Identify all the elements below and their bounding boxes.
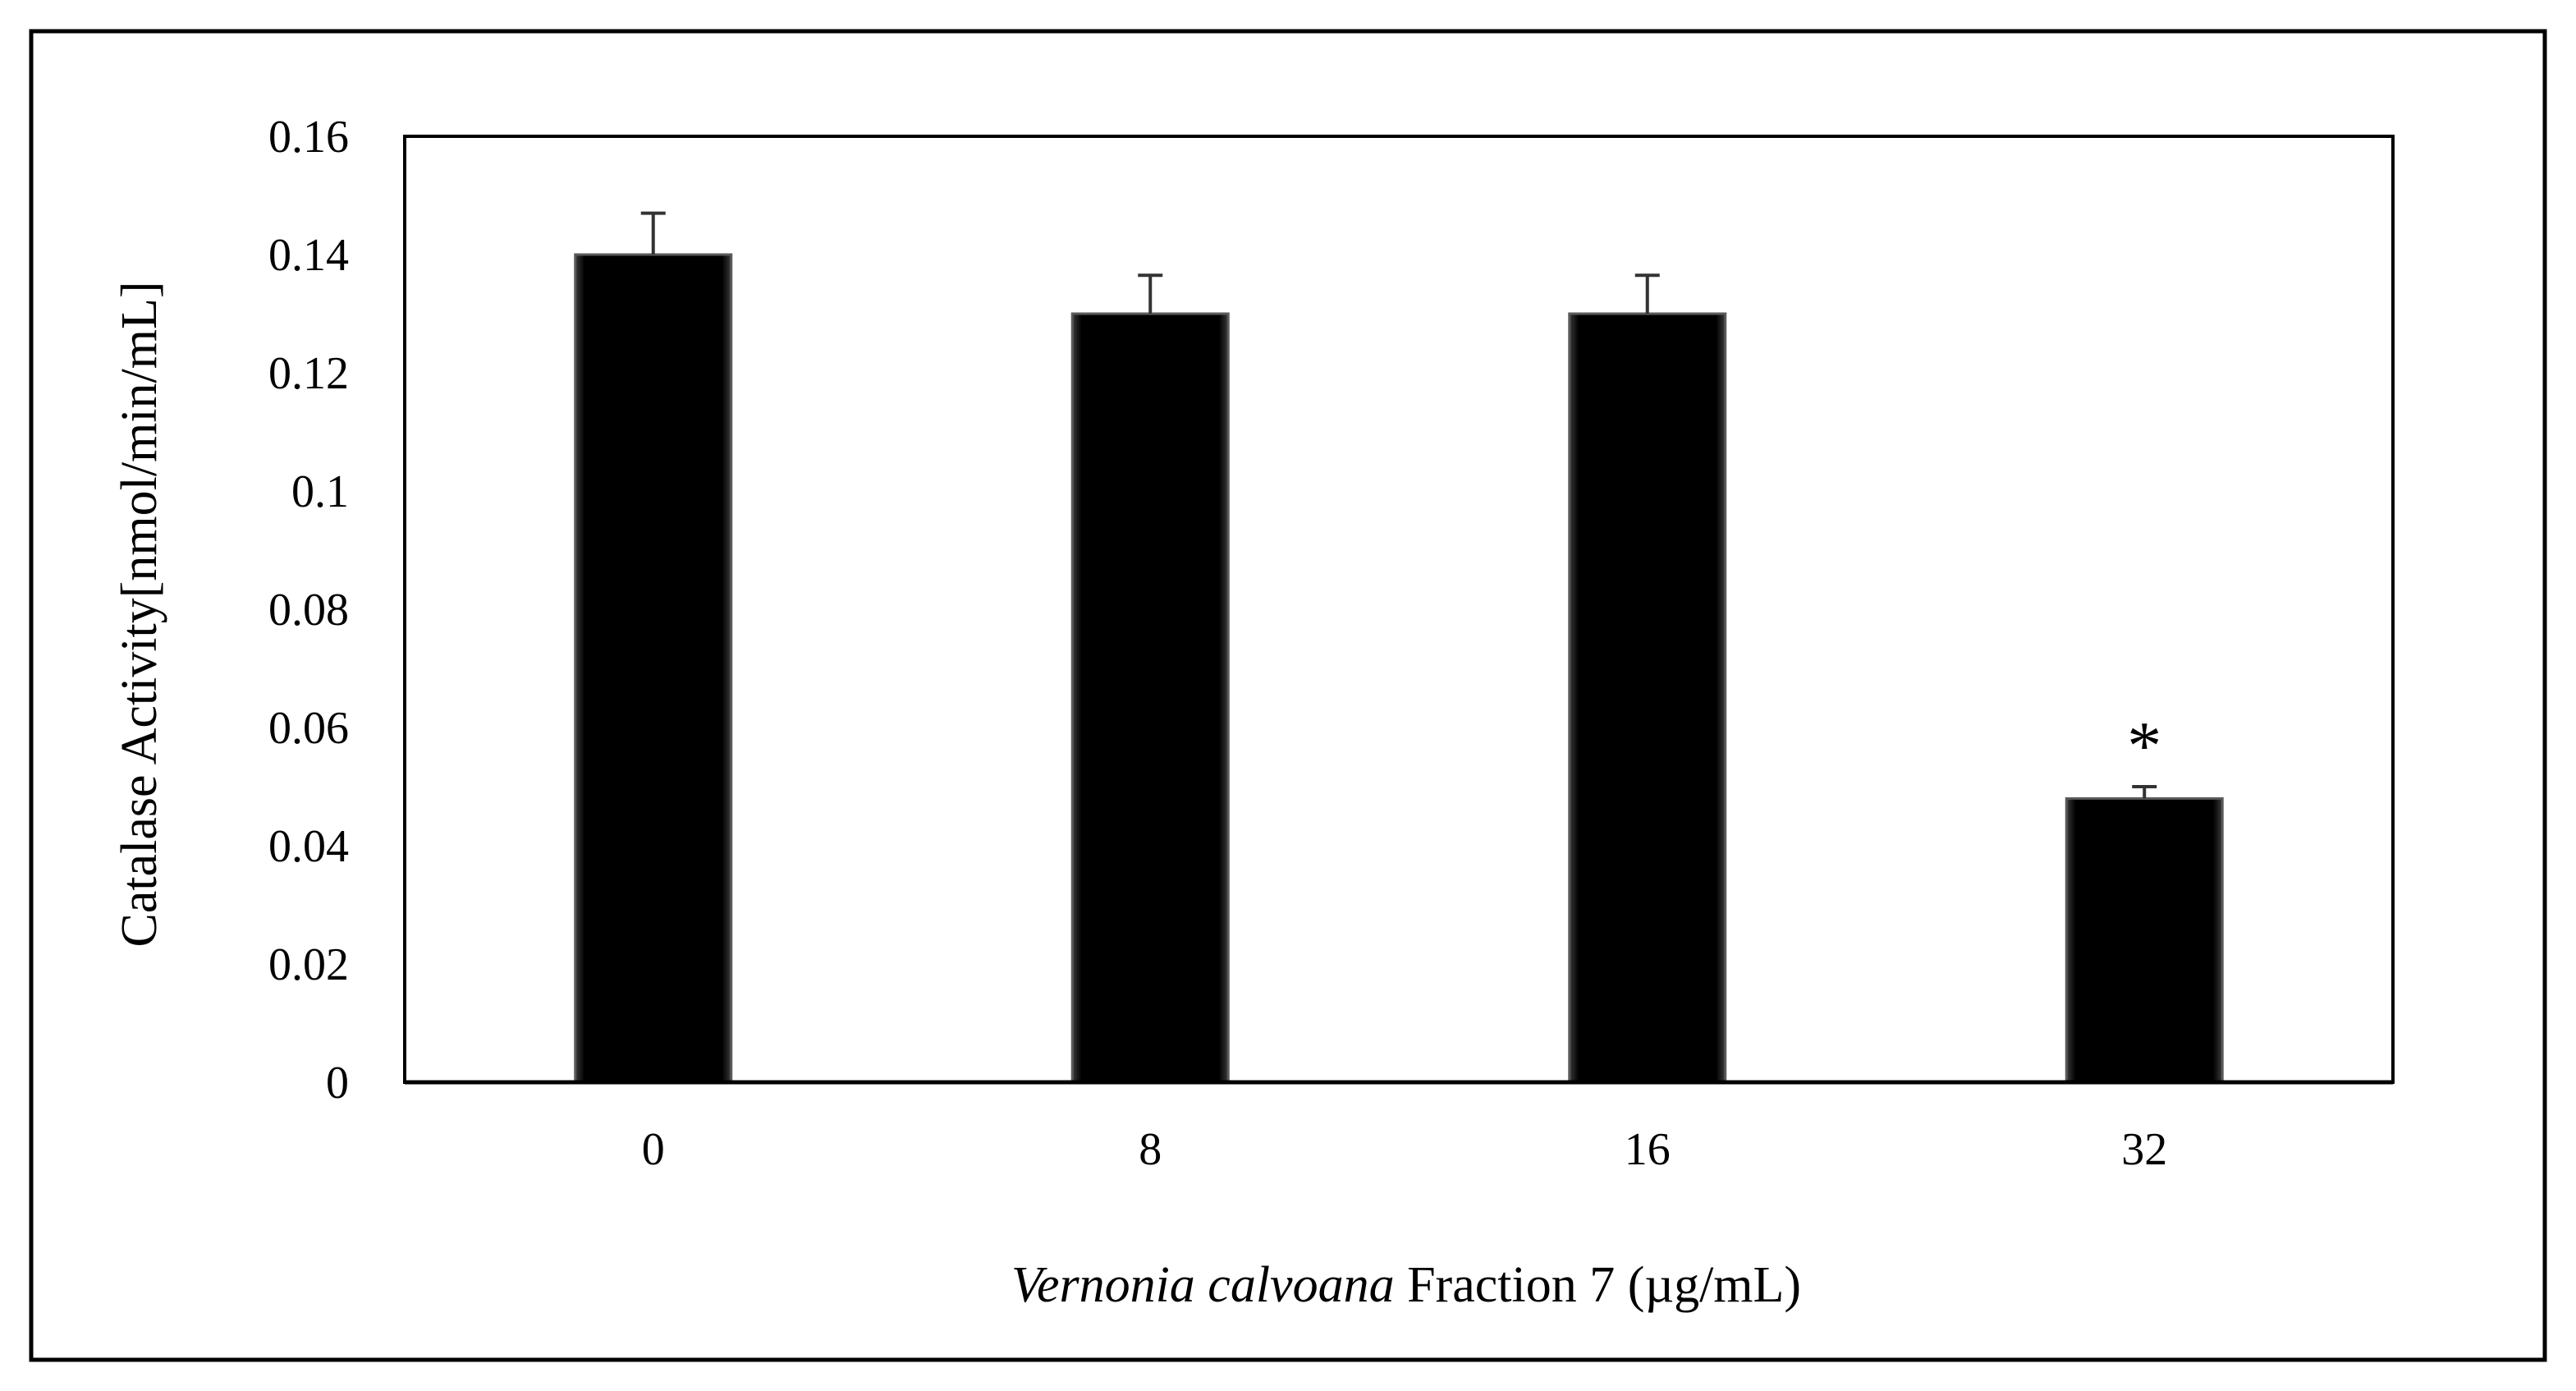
- y-tick-label: 0.16: [268, 112, 349, 163]
- bar: [2065, 796, 2224, 1084]
- figure-frame: [29, 29, 2547, 1362]
- y-axis-ticks: 0 0.02 0.04 0.06 0.08 0.1 0.12 0.14 0.16: [268, 112, 349, 1109]
- x-axis-title-rest: Fraction 7 (µg/mL): [1395, 1257, 1801, 1313]
- y-tick-label: 0.12: [268, 348, 349, 399]
- y-tick-label: 0.14: [268, 230, 349, 281]
- x-tick-label: 0: [642, 1124, 665, 1175]
- y-tick-label: 0.06: [268, 703, 349, 754]
- x-tick-label: 32: [2121, 1124, 2167, 1175]
- bar: [1568, 312, 1727, 1084]
- y-tick-label: 0.1: [291, 466, 349, 517]
- y-axis-title: Catalase Activity[nmol/min/mL]: [112, 281, 167, 947]
- x-tick-label: 8: [1139, 1124, 1162, 1175]
- x-axis-title-species: Vernonia calvoana: [1011, 1257, 1395, 1313]
- bar: [574, 253, 733, 1084]
- x-axis-ticks: 0 8 16 32: [642, 1124, 2168, 1175]
- x-axis-title: Vernonia calvoana Fraction 7 (µg/mL): [1011, 1257, 1801, 1313]
- bar-series: *: [574, 211, 2224, 1084]
- y-tick-label: 0: [326, 1058, 349, 1109]
- x-tick-label: 16: [1625, 1124, 1671, 1175]
- significance-label: *: [2127, 708, 2161, 784]
- y-tick-label: 0.08: [268, 585, 349, 636]
- y-tick-label: 0.02: [268, 939, 349, 990]
- bar: [1070, 312, 1230, 1084]
- y-tick-label: 0.04: [268, 821, 349, 872]
